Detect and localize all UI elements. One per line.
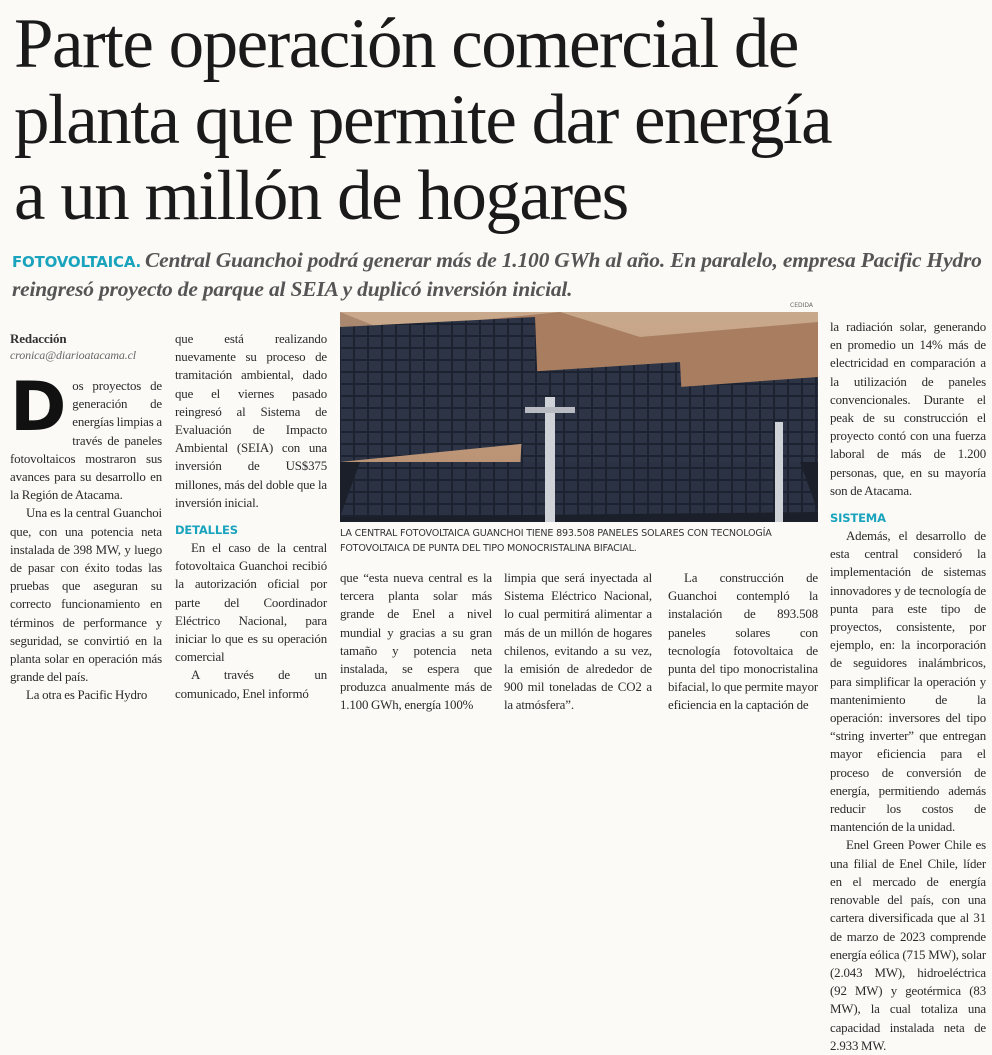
paragraph: A través de un comunicado, Enel informó — [175, 666, 327, 702]
byline-email: cronica@diarioatacama.cl — [10, 348, 136, 362]
paragraph-text: que “esta nueva central es la tercera pl… — [340, 571, 492, 713]
paragraph-text: Enel Green Power Chile es una filial de … — [830, 838, 986, 1053]
paragraph-continued: que “esta nueva central es la tercera pl… — [340, 569, 492, 715]
paragraph-continued: que está realizando nuevamente su proces… — [175, 330, 327, 512]
photo-credit: CEDIDA — [790, 302, 813, 309]
paragraph: La otra es Pacific Hydro — [10, 686, 162, 704]
column-3: que “esta nueva central es la tercera pl… — [340, 569, 492, 715]
paragraph-text: La otra es Pacific Hydro — [26, 688, 148, 703]
paragraph-text: A través de un comunicado, Enel informó — [175, 668, 327, 701]
column-5: La construcción de Guanchoi contempló la… — [668, 569, 818, 715]
paragraph-text: la radiación solar, generando en promedi… — [830, 320, 986, 498]
column-4: limpia que será inyectada al Sistema Elé… — [504, 569, 652, 715]
paragraph: Enel Green Power Chile es una filial de … — [830, 836, 986, 1054]
byline-author: Redacción — [10, 331, 67, 346]
headline-line: Parte operación comercial de — [14, 5, 799, 83]
paragraph-continued: limpia que será inyectada al Sistema Elé… — [504, 569, 652, 715]
paragraph: La construcción de Guanchoi contempló la… — [668, 569, 818, 715]
paragraph-text: os proyectos de generación de energías l… — [10, 379, 162, 503]
paragraph-text: limpia que será inyectada al Sistema Elé… — [504, 571, 652, 713]
deck-text: Central Guanchoi podrá generar más de 1.… — [12, 248, 982, 301]
subheading-sistema: SISTEMA — [830, 511, 886, 526]
headline: Parte operación comercial de planta que … — [14, 6, 989, 234]
column-2: que está realizando nuevamente su proces… — [175, 330, 327, 703]
paragraph: Además, el desarrollo de esta central co… — [830, 527, 986, 836]
solar-panels-photo — [340, 312, 818, 522]
paragraph-continued: la radiación solar, generando en promedi… — [830, 318, 986, 500]
paragraph-text: Una es la central Guanchoi que, con una … — [10, 506, 162, 685]
paragraph: En el caso de la central fotovoltaica Gu… — [175, 539, 327, 666]
paragraph-text: Además, el desarrollo de esta central co… — [830, 529, 986, 835]
deck: FOTOVOLTAICA. Central Guanchoi podrá gene… — [12, 247, 987, 303]
drop-cap: D — [10, 368, 67, 447]
paragraph: Una es la central Guanchoi que, con una … — [10, 504, 162, 686]
paragraph-text: La construcción de Guanchoi contempló la… — [668, 571, 819, 713]
column-6: la radiación solar, generando en promedi… — [830, 318, 986, 1055]
subheading-detalles: DETALLES — [175, 523, 238, 538]
paragraph-text: que está realizando nuevamente su proces… — [175, 332, 327, 510]
kicker: FOTOVOLTAICA. — [12, 253, 142, 271]
solar-panels-image — [340, 312, 818, 522]
headline-line: planta que permite dar energía — [14, 81, 833, 159]
headline-line: a un millón de hogares — [14, 157, 629, 235]
photo-caption: LA CENTRAL FOTOVOLTAICA GUANCHOI TIENE 8… — [340, 528, 772, 554]
paragraph-text: En el caso de la central fotovoltaica Gu… — [175, 541, 327, 665]
